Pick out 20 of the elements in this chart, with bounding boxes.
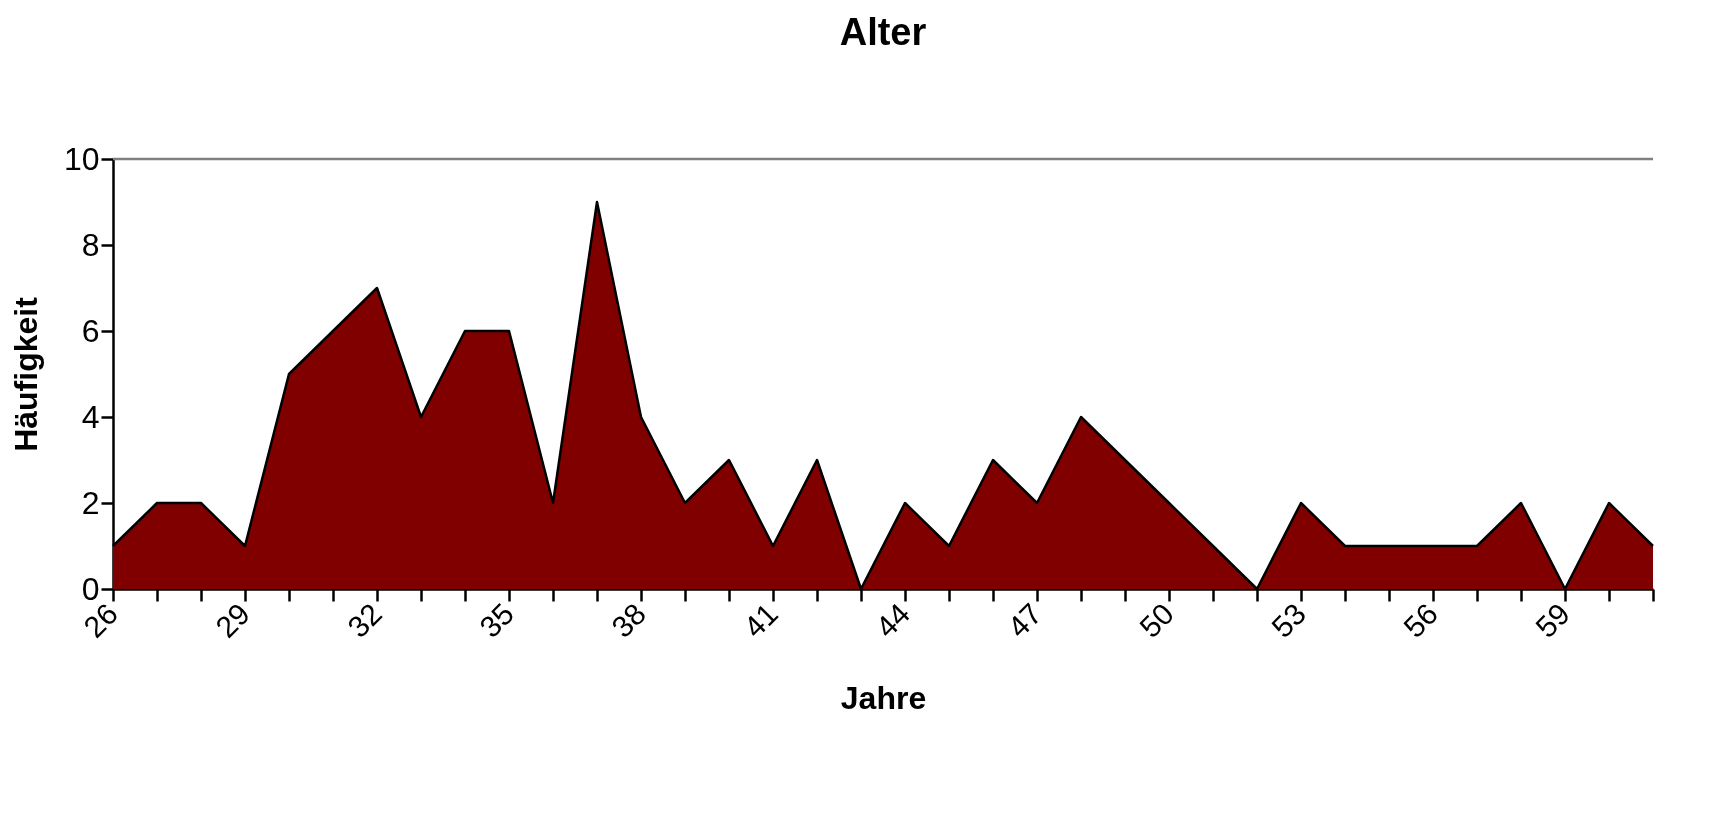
x-tick-label: 41 xyxy=(737,596,785,644)
x-tick-label: 29 xyxy=(209,596,257,644)
x-axis-title: Jahre xyxy=(840,679,927,716)
x-tick-label: 59 xyxy=(1529,596,1577,644)
x-tick-label: 35 xyxy=(473,596,521,644)
y-tick-label: 2 xyxy=(81,484,100,521)
x-tick-label: 50 xyxy=(1133,596,1181,644)
x-tick-label: 44 xyxy=(869,596,917,644)
y-tick-label: 10 xyxy=(63,140,100,177)
y-tick-label: 0 xyxy=(81,570,100,607)
y-axis-title: Häufigkeit xyxy=(7,296,44,452)
y-tick-label: 4 xyxy=(81,398,100,435)
y-tick-label: 8 xyxy=(81,226,100,263)
x-tick-label: 47 xyxy=(1001,596,1049,644)
chart-title: Alter xyxy=(839,11,927,53)
x-tick-label: 56 xyxy=(1397,596,1445,644)
y-tick-label: 6 xyxy=(81,312,100,349)
x-tick-label: 32 xyxy=(341,596,389,644)
x-tick-label: 38 xyxy=(605,596,653,644)
x-tick-label: 53 xyxy=(1265,596,1313,644)
